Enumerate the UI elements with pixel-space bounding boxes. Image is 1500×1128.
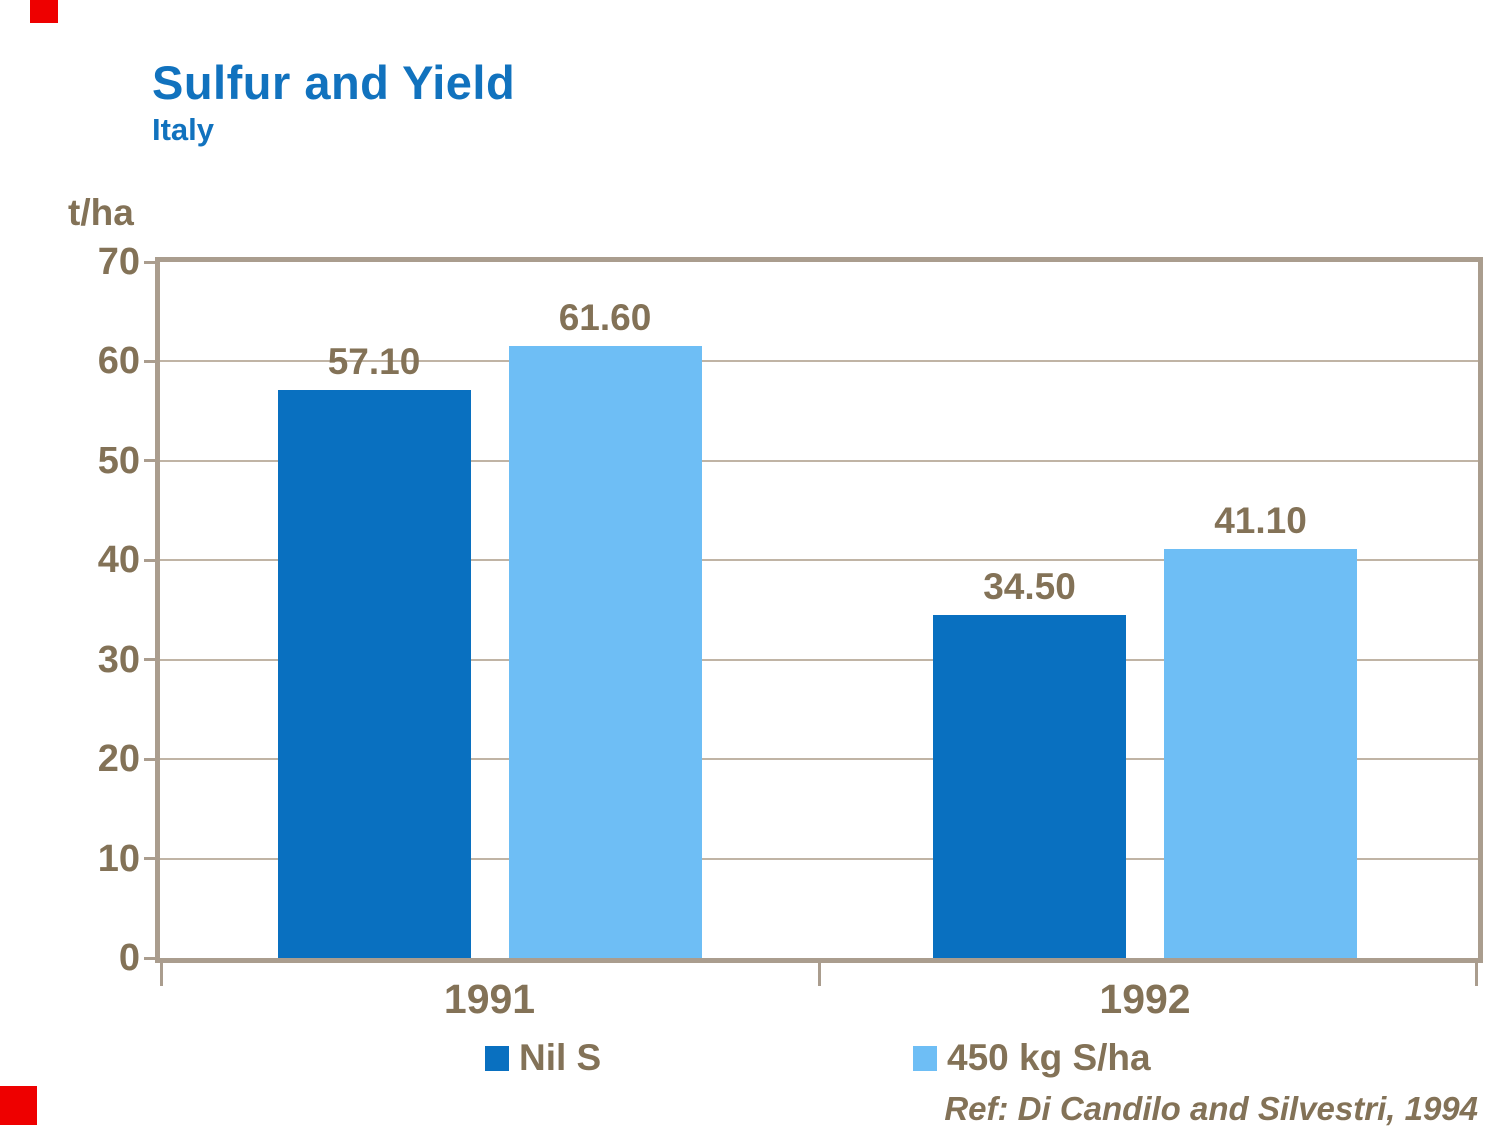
bar-1991-450-kg-s-ha (508, 345, 702, 958)
legend-label-450-kg-s-ha: 450 kg S/ha (947, 1037, 1151, 1078)
bar-1992-nil-s (933, 614, 1126, 958)
bar-1991-nil-s (277, 390, 471, 958)
x-axis-label-1992: 1992 (1099, 976, 1191, 1022)
y-axis-tick-10 (144, 857, 160, 861)
legend-swatch-nil-s (485, 1045, 509, 1071)
value-label-1991-nil-s: 57.10 (327, 341, 421, 383)
y-axis-tick-0 (144, 956, 160, 960)
gridline-30 (160, 658, 1478, 661)
y-axis-label-0: 0 (118, 937, 140, 979)
y-axis-label-60: 60 (97, 340, 140, 383)
chart-title: Sulfur and Yield (152, 56, 516, 109)
y-axis-label-40: 40 (97, 539, 140, 582)
y-axis-label-20: 20 (97, 738, 140, 781)
gridline-40 (160, 559, 1478, 562)
y-axis-tick-20 (144, 757, 160, 761)
corner-mark-top-left (30, 0, 58, 23)
legend-entry-450-kg-s-ha: 450 kg S/ha (913, 1034, 1151, 1082)
y-axis-label-70: 70 (97, 241, 140, 283)
x-axis-label-1991: 1991 (443, 976, 536, 1022)
gridline-50 (160, 459, 1478, 462)
value-label-1992-450-kg-s-ha: 41.10 (1214, 500, 1307, 542)
y-axis-tick-40 (144, 558, 160, 562)
y-axis-label-50: 50 (97, 439, 140, 482)
legend-label-nil-s: Nil S (519, 1037, 602, 1078)
gridline-20 (160, 758, 1478, 761)
y-axis-tick-70 (144, 260, 160, 264)
legend-entry-nil-s: Nil S (485, 1034, 601, 1082)
y-axis-tick-50 (144, 459, 160, 463)
y-axis-tick-60 (144, 359, 160, 363)
x-axis-tick-2 (1475, 962, 1478, 986)
chart-subtitle: Italy (152, 112, 215, 147)
value-label-1992-nil-s: 34.50 (983, 565, 1076, 607)
y-axis-tick-30 (144, 658, 160, 662)
y-axis-label-10: 10 (97, 837, 140, 880)
x-axis-tick-0 (160, 962, 163, 986)
gridline-10 (160, 857, 1478, 860)
x-axis-tick-1 (817, 962, 821, 986)
reference-text: Ref: Di Candilo and Silvestri, 1994 (944, 1090, 1478, 1127)
gridline-60 (160, 360, 1478, 363)
plot-area-frame (155, 257, 1483, 963)
value-label-1991-450-kg-s-ha: 61.60 (558, 296, 652, 338)
y-axis-unit-label: t/ha (68, 192, 134, 233)
bar-1992-450-kg-s-ha (1164, 549, 1357, 958)
corner-mark-bottom-left (0, 1086, 37, 1125)
y-axis-label-30: 30 (97, 638, 140, 681)
legend-swatch-450-kg-s-ha (913, 1045, 937, 1071)
